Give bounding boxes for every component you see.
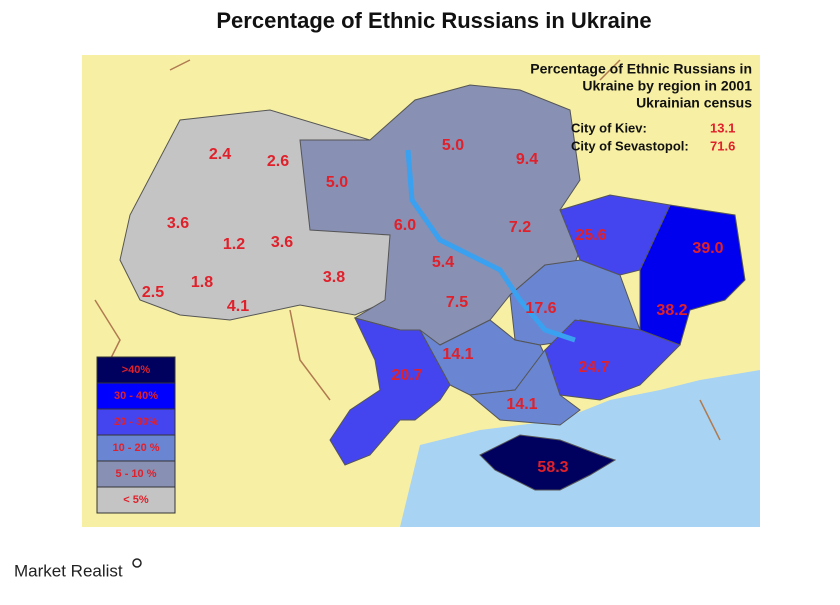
city-value: 71.6	[710, 138, 735, 153]
region-value: 1.2	[223, 236, 245, 253]
legend-label: >40%	[122, 364, 151, 376]
legend-label: 30 - 40%	[114, 390, 158, 402]
region-value: 58.3	[537, 459, 568, 476]
region-value: 3.8	[323, 269, 345, 286]
region-value: 2.4	[209, 146, 231, 163]
legend-swatch	[96, 460, 176, 488]
region-value: 3.6	[167, 215, 189, 232]
legend-swatch	[96, 486, 176, 514]
inset: Percentage of Ethnic Russians in Ukraine…	[530, 61, 752, 154]
region-value: 3.6	[271, 234, 293, 251]
region-value: 39.0	[692, 240, 723, 257]
region-area	[479, 434, 617, 491]
region-value: 5.0	[442, 137, 464, 154]
brand-icon	[132, 558, 142, 568]
region-value: 1.8	[191, 274, 213, 291]
inset-title: Percentage of Ethnic Russians in	[530, 61, 752, 77]
region-area	[639, 204, 746, 346]
city-label: City of Sevastopol:	[571, 138, 689, 153]
inset-title: Ukraine by region in 2001	[582, 78, 752, 94]
region-value: 25.6	[575, 227, 606, 244]
region-value: 5.4	[432, 254, 454, 271]
region-value: 38.2	[656, 302, 687, 319]
region-area	[468, 348, 581, 426]
region-value: 20.7	[391, 367, 422, 384]
region-value: 14.1	[442, 346, 473, 363]
legend-label: < 5%	[123, 494, 149, 506]
region-value: 4.1	[227, 298, 249, 315]
region-value: 14.1	[506, 396, 537, 413]
inset-title: Ukrainian census	[636, 95, 752, 111]
region-value: 5.0	[326, 174, 348, 191]
legend-swatch	[96, 382, 176, 410]
legend-label: 20 - 30%	[114, 416, 158, 428]
region-area	[329, 317, 451, 466]
region-value: 24.7	[578, 359, 609, 376]
region-value: 7.2	[509, 219, 531, 236]
region-value: 2.6	[267, 153, 289, 170]
legend-label: 10 - 20 %	[112, 442, 159, 454]
region-value: 9.4	[516, 151, 538, 168]
regions	[119, 84, 746, 491]
legend-swatch	[96, 356, 176, 384]
legend: >40% 30 - 40% 20 - 30% 10 - 20 % 5 - 10 % < 5…	[96, 356, 176, 514]
region-value: 17.6	[525, 300, 556, 317]
region-value: 2.5	[142, 284, 164, 301]
title: Percentage of Ethnic Russians in Ukraine	[216, 8, 651, 33]
brand: Market Realist	[14, 561, 123, 580]
region-labels: 2.4 2.6 5.0 5.0 9.4 3.6 1.2 3.6 6.0 7.2 25.6 39.0 5.…	[142, 137, 724, 476]
city-value: 13.1	[710, 120, 735, 135]
city-label: City of Kiev:	[571, 120, 647, 135]
region-value: 7.5	[446, 294, 468, 311]
legend-label: 5 - 10 %	[116, 468, 157, 480]
border-lines	[94, 59, 721, 441]
region-value: 6.0	[394, 217, 416, 234]
legend-swatch	[96, 408, 176, 436]
river	[405, 149, 576, 343]
legend-swatch	[96, 434, 176, 462]
